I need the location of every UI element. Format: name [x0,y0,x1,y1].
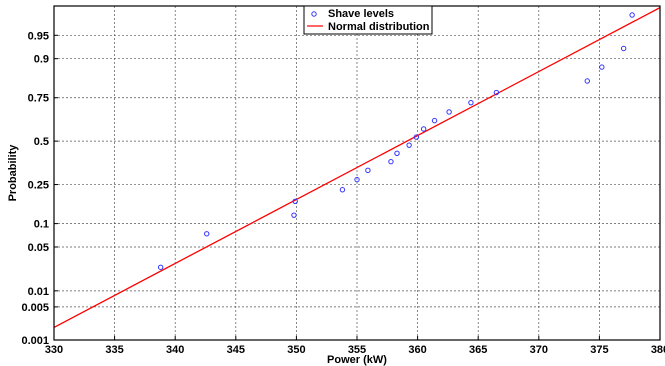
data-point [420,126,427,132]
legend-label-shave-levels: Shave levels [328,8,394,20]
x-tick-label: 340 [166,344,184,356]
y-tick-label: 0.5 [34,136,49,148]
x-tick-label: 345 [227,344,245,356]
x-tick-label: 335 [105,344,123,356]
x-tick-label: 365 [469,344,487,356]
data-point [584,78,590,84]
normal-distribution-line [53,7,661,328]
data-point [599,64,605,70]
y-tick-label: 0.95 [28,30,49,42]
x-tick-label: 370 [530,344,548,356]
x-axis-label: Power (kW) [327,354,387,366]
x-tick-label: 380 [651,344,665,356]
data-point [292,198,298,204]
data-point [431,117,438,124]
data-point [406,142,412,148]
y-tick-label: 0.75 [28,93,49,105]
data-points-layer [157,12,635,270]
data-point [354,176,360,183]
y-tick-label: 0.05 [28,242,49,254]
legend-marker-shave-levels [311,11,317,17]
x-tick-label: 355 [348,344,366,356]
data-point [493,89,500,96]
data-point [291,212,297,218]
grid-lines [53,6,661,341]
y-tick-label: 0.005 [21,302,49,314]
data-point [629,12,635,18]
y-tick-label: 0.1 [34,219,49,231]
data-point [365,167,371,174]
data-point [394,150,400,157]
fit-line-layer [53,7,661,328]
legend: Shave levels Normal distribution [303,5,433,35]
data-point [157,264,164,270]
x-tick-label: 360 [408,344,426,356]
x-tick-label: 330 [45,344,63,356]
x-tick-labels: 330 335 340 345 350 355 360 365 370 375 380 [45,344,665,356]
data-point [468,99,474,106]
data-point [204,231,210,237]
y-axis-label: Probability [7,144,19,202]
data-point [388,158,394,165]
x-tick-label: 375 [590,344,608,356]
legend-label-normal-distribution: Normal distribution [328,21,430,33]
x-tick-label: 350 [287,344,305,356]
y-tick-label: 0.25 [28,180,49,192]
y-tick-labels: 0.001 0.005 0.01 0.05 0.1 0.25 0.5 0.75 0.9 0.95 [21,30,49,347]
data-point [413,134,420,140]
y-tick-label: 0.9 [34,54,49,66]
y-tick-label: 0.001 [21,335,49,347]
data-point [620,45,627,52]
legend-box [303,5,433,35]
data-point [339,187,346,193]
data-point [446,109,452,115]
y-tick-label: 0.01 [28,286,49,298]
